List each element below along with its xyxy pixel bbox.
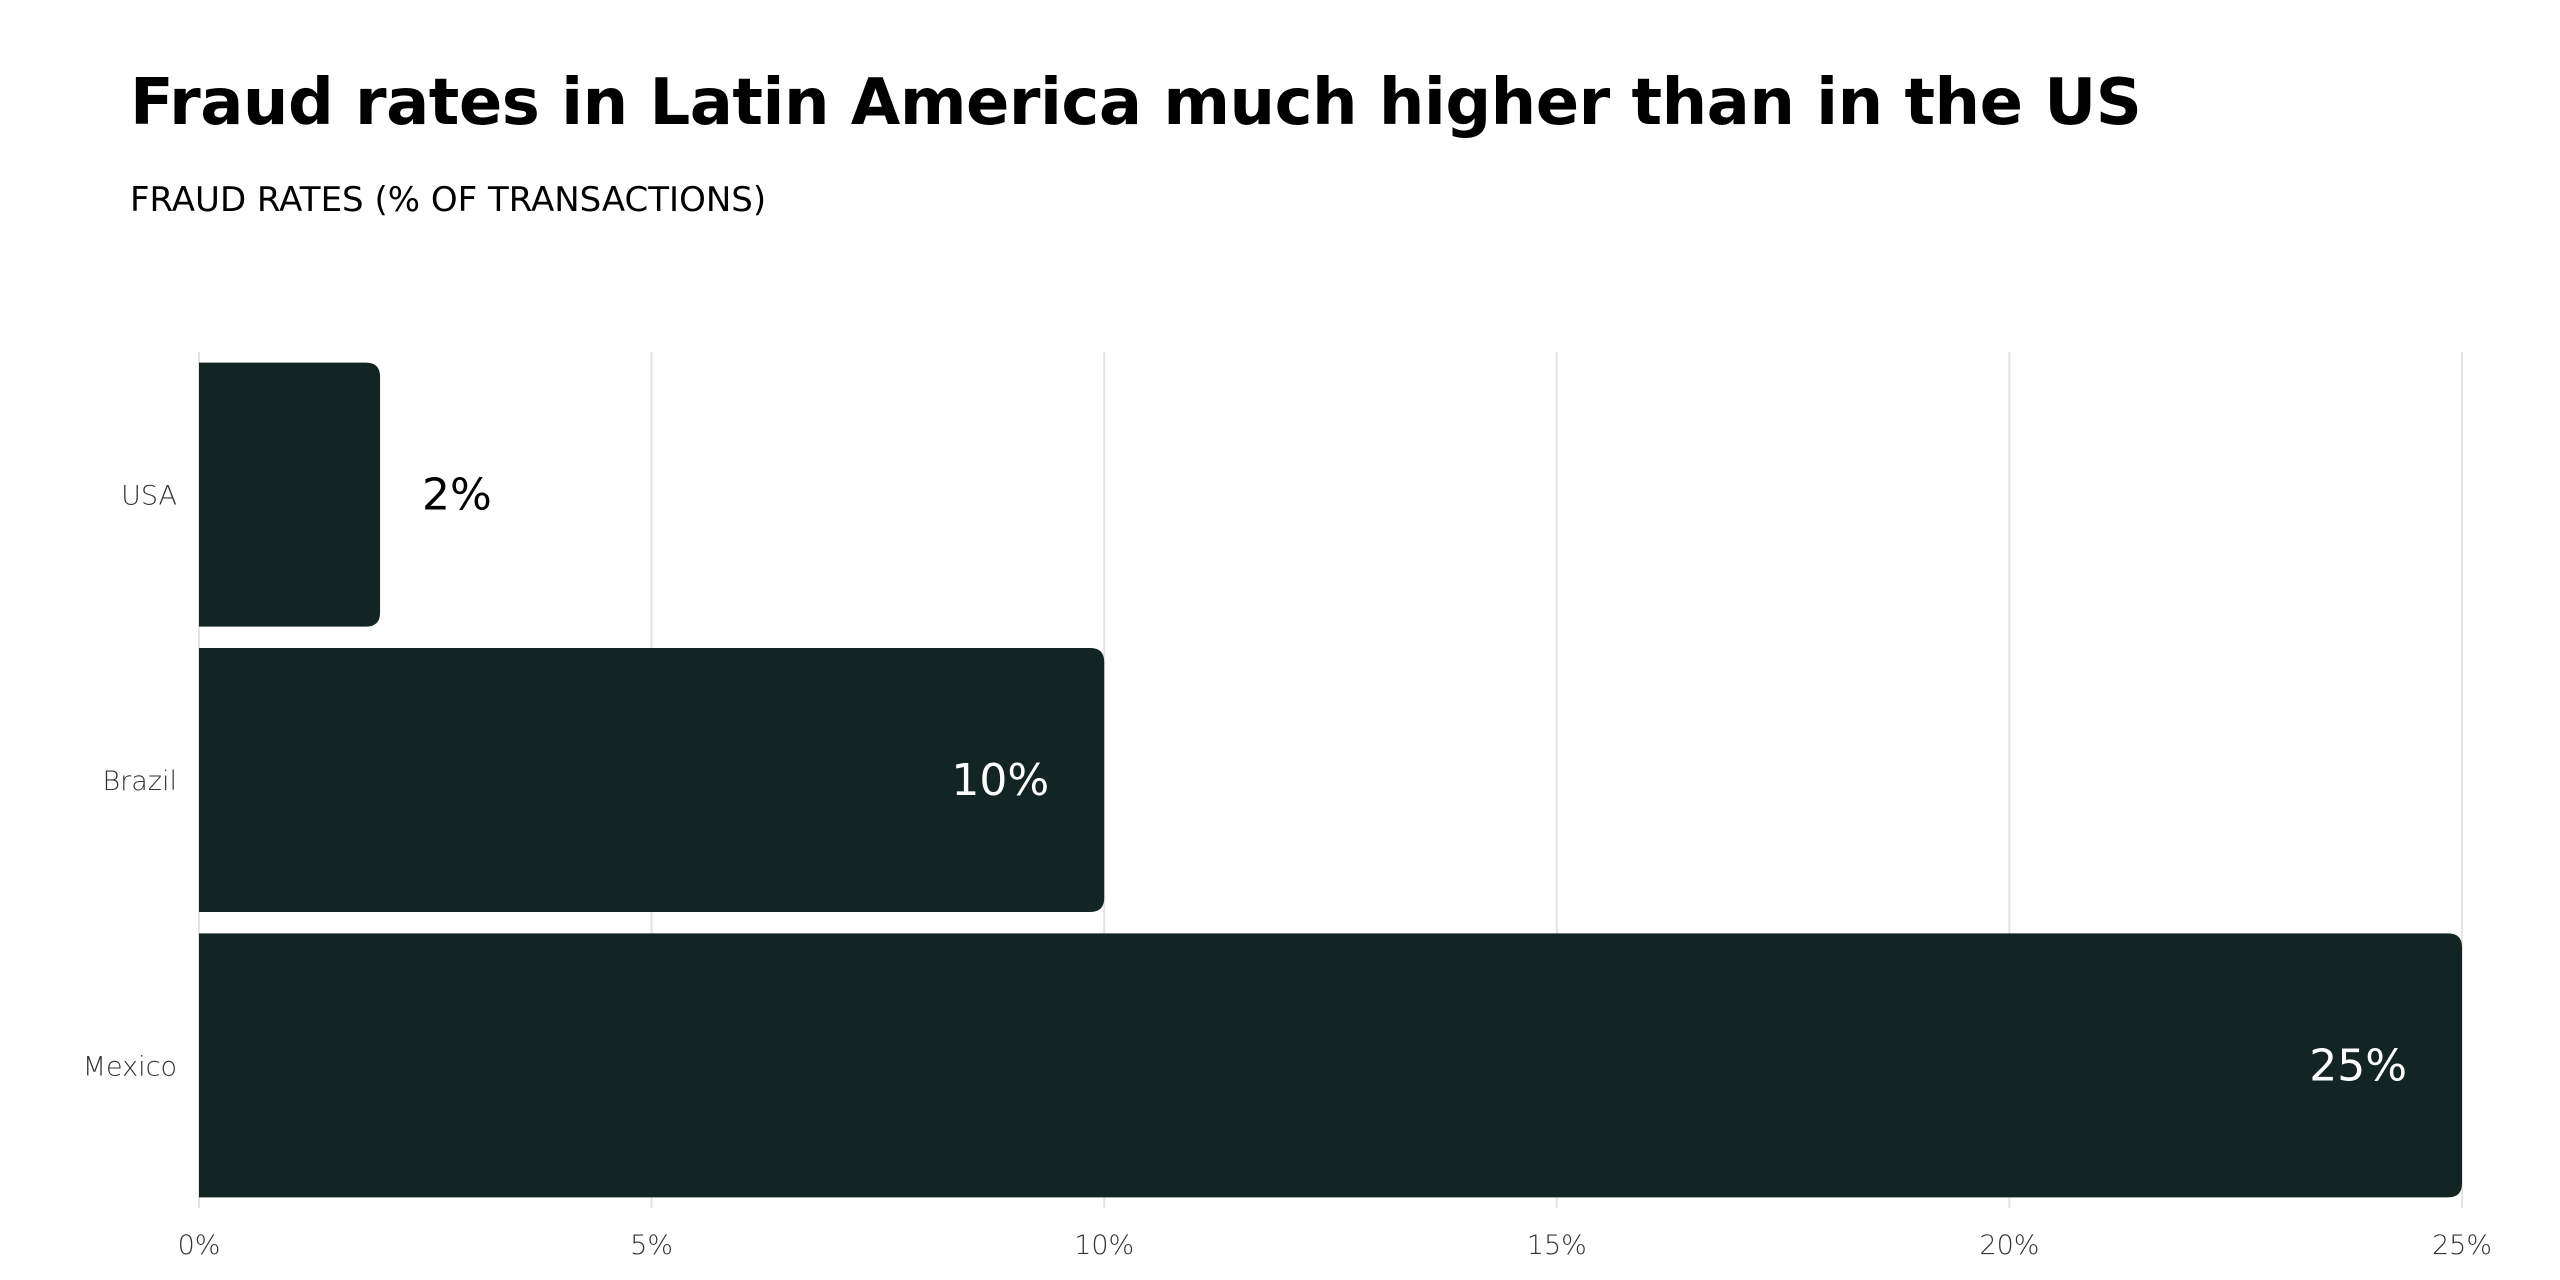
category-label-brazil: Brazil [102,766,177,797]
data-label-brazil: 10% [951,755,1049,806]
bars [199,362,2462,1198]
category-label-mexico: Mexico [83,1051,177,1082]
chart-subtitle: FRAUD RATES (% OF TRANSACTIONS) [130,180,767,220]
data-label-mexico: 25% [2309,1040,2407,1091]
x-tick-label: 20% [1979,1230,2039,1261]
x-tick-label: 10% [1074,1230,1134,1261]
category-labels: USA Brazil Mexico [83,481,177,1083]
bar-brazil [199,648,1105,912]
x-tick-label: 15% [1527,1230,1587,1261]
x-tick-label: 0% [178,1230,221,1261]
x-tick-label: 5% [630,1230,673,1261]
x-tick-label: 25% [2432,1230,2492,1261]
data-labels: 2% 10% 25% [422,470,2407,1092]
x-axis-tick-labels: 0% 5% 10% 15% 20% 25% [178,1230,2492,1261]
category-label-usa: USA [121,481,177,512]
chart-title: Fraud rates in Latin America much higher… [130,66,2142,140]
bar-usa [199,362,381,627]
bar-mexico [199,933,2462,1198]
data-label-usa: 2% [422,470,492,521]
